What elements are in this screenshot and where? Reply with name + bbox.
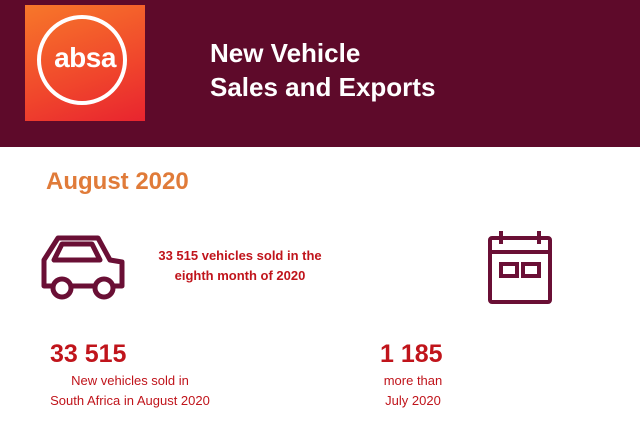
summary-line: 33 515 vehicles sold in the xyxy=(158,248,322,263)
stat-value: 33 515 xyxy=(50,340,127,368)
title-line: Sales and Exports xyxy=(210,72,436,102)
car-icon xyxy=(41,235,125,300)
logo-ring xyxy=(37,15,127,105)
calendar-icon xyxy=(488,231,552,304)
logo-text: absa xyxy=(54,42,116,73)
header: absa New Vehicle Sales and Exports xyxy=(0,0,640,147)
date: August 2020 xyxy=(46,168,189,195)
stat-value: 1 185 xyxy=(380,340,443,368)
stat-label: more than xyxy=(383,373,443,388)
logo: absa xyxy=(25,5,145,121)
title-line: New Vehicle xyxy=(210,38,361,68)
summary-line: eighth month of 2020 xyxy=(174,268,306,283)
stat-label: New vehicles sold in xyxy=(71,373,189,388)
stat-label: South Africa in August 2020 xyxy=(50,393,210,408)
stat-label: July 2020 xyxy=(385,393,441,408)
